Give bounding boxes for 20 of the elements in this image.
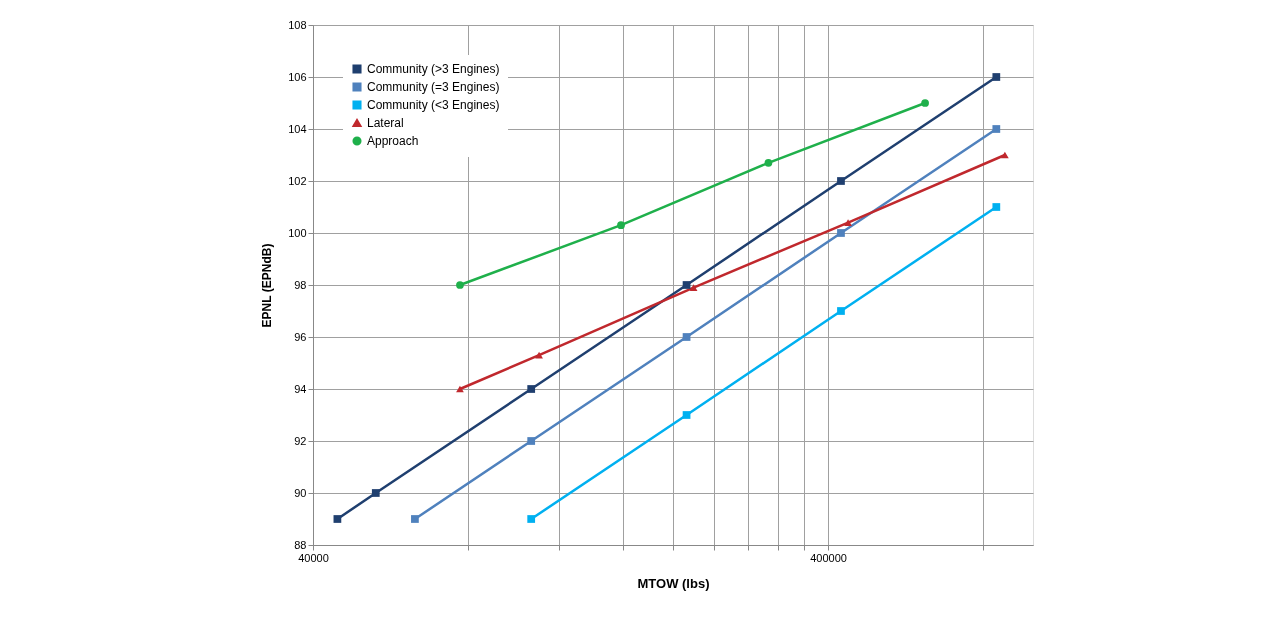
y-tick-label: 106 [288,70,307,83]
y-axis-title: EPNL (EPNdB) [260,243,275,328]
y-tick-label: 92 [294,434,307,447]
legend-label: Community (<3 Engines) [367,98,500,112]
y-tick-label: 104 [288,122,307,135]
y-tick-label: 108 [288,18,307,31]
y-tick-label: 98 [294,278,307,291]
y-tick-label: 90 [294,486,307,499]
y-tick-label: 88 [294,538,307,551]
legend-label: Approach [367,134,419,148]
y-tick-label: 94 [294,382,307,395]
y-tick-label: 96 [294,330,307,343]
y-tick-label: 102 [288,174,307,187]
legend-label: Lateral [367,116,404,130]
legend-label: Community (=3 Engines) [367,80,500,94]
x-tick-label: 400000 [810,551,847,564]
y-tick-label: 100 [288,226,307,239]
x-tick-label: 40000 [298,551,329,564]
legend-label: Community (>3 Engines) [367,62,500,76]
x-axis-title: MTOW (lbs) [637,575,710,591]
